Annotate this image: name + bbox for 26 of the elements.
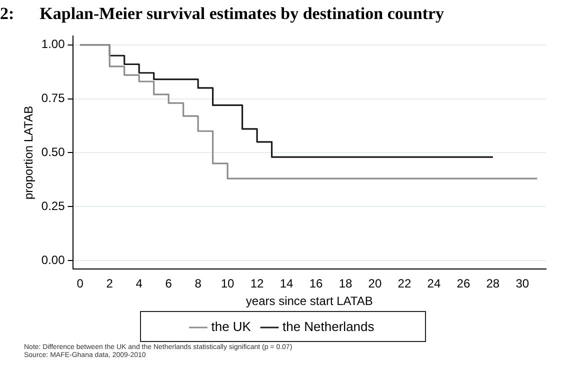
x-tick-label: 16 — [309, 276, 324, 291]
x-tick-label: 10 — [220, 276, 235, 291]
legend-label: the UK — [211, 319, 252, 334]
legend-label: the Netherlands — [282, 319, 375, 334]
x-tick-label: 18 — [338, 276, 352, 291]
x-tick-label: 14 — [280, 276, 294, 291]
x-tick-label: 8 — [194, 276, 202, 291]
y-tick-label: 0.75 — [41, 91, 66, 106]
x-tick-label: 30 — [516, 276, 530, 291]
y-axis-title: proportion LATAB — [22, 106, 36, 200]
x-tick-label: 4 — [136, 276, 143, 291]
y-tick-label: 1.00 — [41, 37, 66, 52]
x-axis-title: years since start LATAB — [246, 294, 373, 308]
x-tick-label: 2 — [106, 276, 114, 291]
y-tick-label: 0.50 — [41, 145, 66, 160]
x-tick-label: 26 — [456, 276, 470, 291]
y-tick-label: 0.25 — [41, 198, 66, 213]
x-tick-label: 6 — [165, 276, 172, 291]
chart-title: 2: Kaplan-Meier survival estimates by destination country — [0, 4, 446, 25]
x-tick-label: 0 — [76, 276, 84, 291]
x-tick-label: 24 — [427, 276, 441, 291]
y-tick-label: 0.00 — [41, 252, 66, 267]
x-tick-label: 20 — [368, 276, 382, 291]
x-tick-label: 28 — [486, 276, 500, 291]
x-tick-label: 22 — [398, 276, 412, 291]
x-tick-label: 12 — [250, 276, 264, 291]
